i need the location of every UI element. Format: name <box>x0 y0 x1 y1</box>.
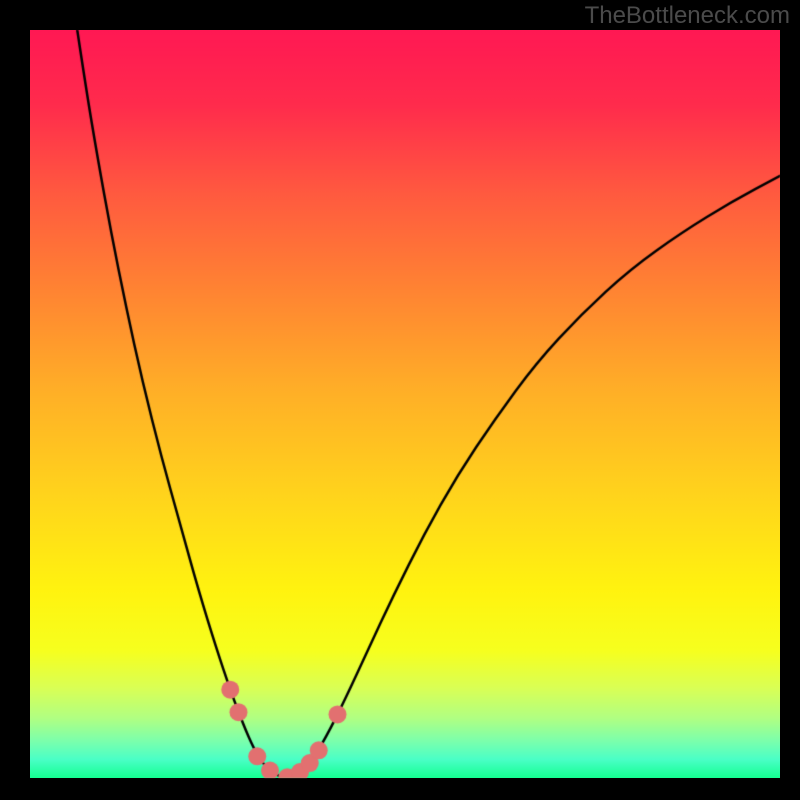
curve-canvas <box>0 0 800 800</box>
watermark-link[interactable]: TheBottleneck.com <box>585 2 790 30</box>
figure-root: TheBottleneck.com <box>0 0 800 800</box>
watermark-text: TheBottleneck.com <box>585 2 790 29</box>
